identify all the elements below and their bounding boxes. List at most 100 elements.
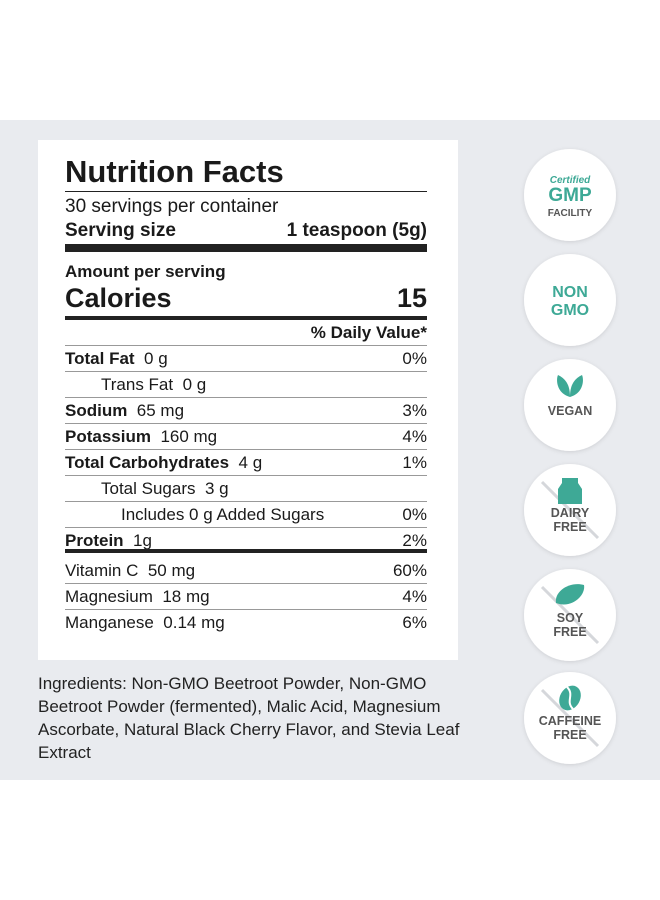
slash — [540, 688, 600, 748]
dv-header: % Daily Value* — [65, 323, 427, 343]
serving-size-value: 1 teaspoon (5g) — [286, 220, 427, 241]
nutrient-row: Magnesium 18 mg 4% — [65, 587, 427, 607]
nutrient: Magnesium 18 mg — [65, 587, 210, 607]
nutrient-amount: 0 g — [144, 349, 168, 368]
nutrient: Total Carbohydrates 4 g — [65, 453, 262, 473]
badge-text: GMP — [548, 185, 592, 206]
badge-text: GMO — [551, 302, 589, 319]
nutrient-name: Manganese — [65, 613, 154, 632]
nutrient: Potassium 160 mg — [65, 427, 217, 447]
milk-icon — [558, 478, 582, 504]
nutrient-row: Total Sugars 3 g — [65, 479, 427, 499]
nutrient-row: Vitamin C 50 mg 60% — [65, 561, 427, 581]
thick-rule — [65, 244, 427, 252]
nutrient-amount: 160 mg — [160, 427, 218, 446]
nutrient-name: Trans Fat — [101, 375, 174, 394]
nutrient-name: Vitamin C — [65, 561, 139, 580]
rule — [65, 583, 427, 584]
nutrient: Total Fat 0 g — [65, 349, 168, 369]
nutrient-row: Protein 1g 2% — [65, 531, 427, 551]
calories: Calories 15 — [65, 282, 427, 314]
soy-icon — [555, 584, 585, 605]
badge-text: Certified — [550, 175, 591, 186]
badge-text: NON — [552, 284, 588, 301]
badge-text: FREE — [553, 728, 586, 742]
nutrient: Vitamin C 50 mg — [65, 561, 195, 581]
nutrient: Sodium 65 mg — [65, 401, 184, 421]
nutrient-row: Includes 0 g Added Sugars 0% — [65, 505, 427, 525]
badge-text: FREE — [553, 520, 586, 534]
slash — [540, 480, 600, 540]
ingredients: Ingredients: Non-GMO Beetroot Powder, No… — [38, 674, 460, 762]
rule — [65, 527, 427, 528]
nutrient-name: Potassium — [65, 427, 151, 446]
nutrient-row: Manganese 0.14 mg 6% — [65, 613, 427, 633]
rule — [65, 475, 427, 476]
daily-value: 1% — [402, 453, 427, 472]
leaf-icon — [557, 375, 583, 397]
nutrient-amount: 1g — [133, 531, 152, 550]
badge-text: FACILITY — [548, 208, 593, 219]
rule — [65, 191, 427, 192]
nutrient-row: Total Fat 0 g 0% — [65, 349, 427, 369]
daily-value: 0% — [402, 505, 427, 524]
serving-size: Serving size 1 teaspoon (5g) — [65, 221, 427, 241]
nutrient-amount: 3 g — [204, 479, 229, 498]
nutrient-amount: 4 g — [238, 453, 263, 472]
nutrient: Includes 0 g Added Sugars — [65, 505, 324, 525]
nutrient-name: Sodium — [65, 401, 128, 420]
servings: 30 servings per container — [65, 196, 279, 217]
rule — [65, 397, 427, 398]
badge-text: VEGAN — [548, 404, 592, 418]
nutrient-row: Potassium 160 mg 4% — [65, 427, 427, 447]
daily-value: 3% — [402, 401, 427, 420]
slash — [540, 585, 600, 645]
badge-text: DAIRY — [551, 506, 590, 520]
nutrient: Manganese 0.14 mg — [65, 613, 225, 633]
rule — [65, 609, 427, 610]
coffee-line — [566, 686, 574, 710]
nutrient-amount: 18 mg — [162, 587, 210, 606]
nutrient: Total Sugars 3 g — [65, 479, 229, 499]
nutrient-name: Total Carbohydrates — [65, 453, 230, 472]
nutrition-label: Nutrition Facts 30 servings per containe… — [38, 140, 458, 660]
nutrient-row: Sodium 65 mg 3% — [65, 401, 427, 421]
daily-value: 4% — [402, 587, 427, 606]
badge-text: CAFFEINE — [539, 714, 602, 728]
nutrient-row: Trans Fat 0 g — [65, 375, 427, 395]
nutrient-name: Protein — [65, 531, 124, 550]
rule — [65, 345, 427, 346]
nutrient: Trans Fat 0 g — [65, 375, 206, 395]
rule — [65, 449, 427, 450]
daily-value: 60% — [392, 561, 427, 580]
rule — [65, 501, 427, 502]
nutrient-amount: 0 g — [182, 375, 207, 394]
badge-text: FREE — [553, 625, 586, 639]
rule — [65, 423, 427, 424]
nutrient-name: Includes 0 g Added Sugars — [121, 505, 325, 524]
daily-value-header: % Daily Value* — [310, 323, 427, 342]
nutrient-row: Total Carbohydrates 4 g 1% — [65, 453, 427, 473]
badge-text: SOY — [557, 611, 584, 625]
nutrient-name: Magnesium — [65, 587, 153, 606]
rule — [65, 371, 427, 372]
serving-size-label: Serving size — [65, 220, 176, 241]
nutrient-amount: 0.14 mg — [163, 613, 225, 632]
thick-rule — [65, 549, 427, 553]
nutrient-name: Total Sugars — [101, 479, 196, 498]
nutrient-amount: 65 mg — [136, 401, 185, 420]
daily-value: 0% — [402, 349, 427, 368]
nutrient-amount: 50 mg — [147, 561, 196, 580]
badge-circle — [524, 254, 616, 346]
badge-circle — [524, 149, 616, 241]
daily-value: 4% — [402, 427, 427, 446]
calories-label: Calories — [65, 283, 172, 313]
nutrient-name: Total Fat — [65, 349, 135, 368]
daily-value: 2% — [402, 531, 427, 550]
daily-value: 6% — [402, 613, 427, 632]
amount-per-serving: Amount per serving — [65, 262, 226, 281]
medium-rule — [65, 316, 427, 320]
title: Nutrition Facts — [65, 154, 284, 189]
